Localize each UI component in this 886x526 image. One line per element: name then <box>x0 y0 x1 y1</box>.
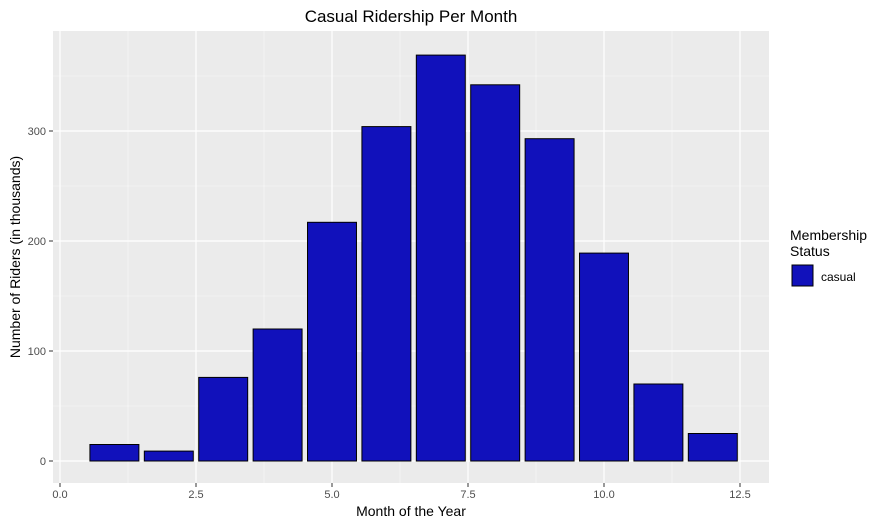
bar <box>252 328 303 462</box>
legend-title-line-2: Status <box>790 243 830 259</box>
legend-key-casual <box>791 264 814 287</box>
x-tick-label: 10.0 <box>593 489 614 501</box>
legend-title-line-1: Membership <box>790 227 867 243</box>
y-tick-label: 100 <box>28 346 46 358</box>
bar <box>415 54 466 462</box>
x-tick-label: 12.5 <box>729 489 750 501</box>
x-tick-label: 0.0 <box>52 489 67 501</box>
bar <box>687 433 738 462</box>
y-tick-label: 0 <box>40 456 46 468</box>
legend-label-casual: casual <box>821 270 856 284</box>
bar <box>198 376 249 462</box>
y-tick-label: 200 <box>28 236 46 248</box>
y-tick-label: 300 <box>28 126 46 138</box>
legend: Membership Status casual <box>790 227 867 287</box>
bar <box>633 383 684 462</box>
bars <box>89 54 738 462</box>
x-tick-label: 2.5 <box>188 489 203 501</box>
bar <box>579 252 629 462</box>
bar <box>307 221 357 462</box>
x-axis-ticks: 0.0 2.5 5.0 7.5 10.0 12.5 <box>52 483 751 501</box>
bar <box>361 126 412 462</box>
y-axis-title: Number of Riders (in thousands) <box>7 156 23 358</box>
x-tick-label: 7.5 <box>460 489 475 501</box>
chart-title: Casual Ridership Per Month <box>305 7 518 26</box>
x-axis-title: Month of the Year <box>356 503 466 519</box>
x-tick-label: 5.0 <box>324 489 339 501</box>
bar <box>524 138 575 462</box>
y-axis-ticks: 0 100 200 300 <box>28 126 53 468</box>
bar <box>470 84 521 462</box>
bar <box>143 450 194 462</box>
bar <box>89 444 140 462</box>
